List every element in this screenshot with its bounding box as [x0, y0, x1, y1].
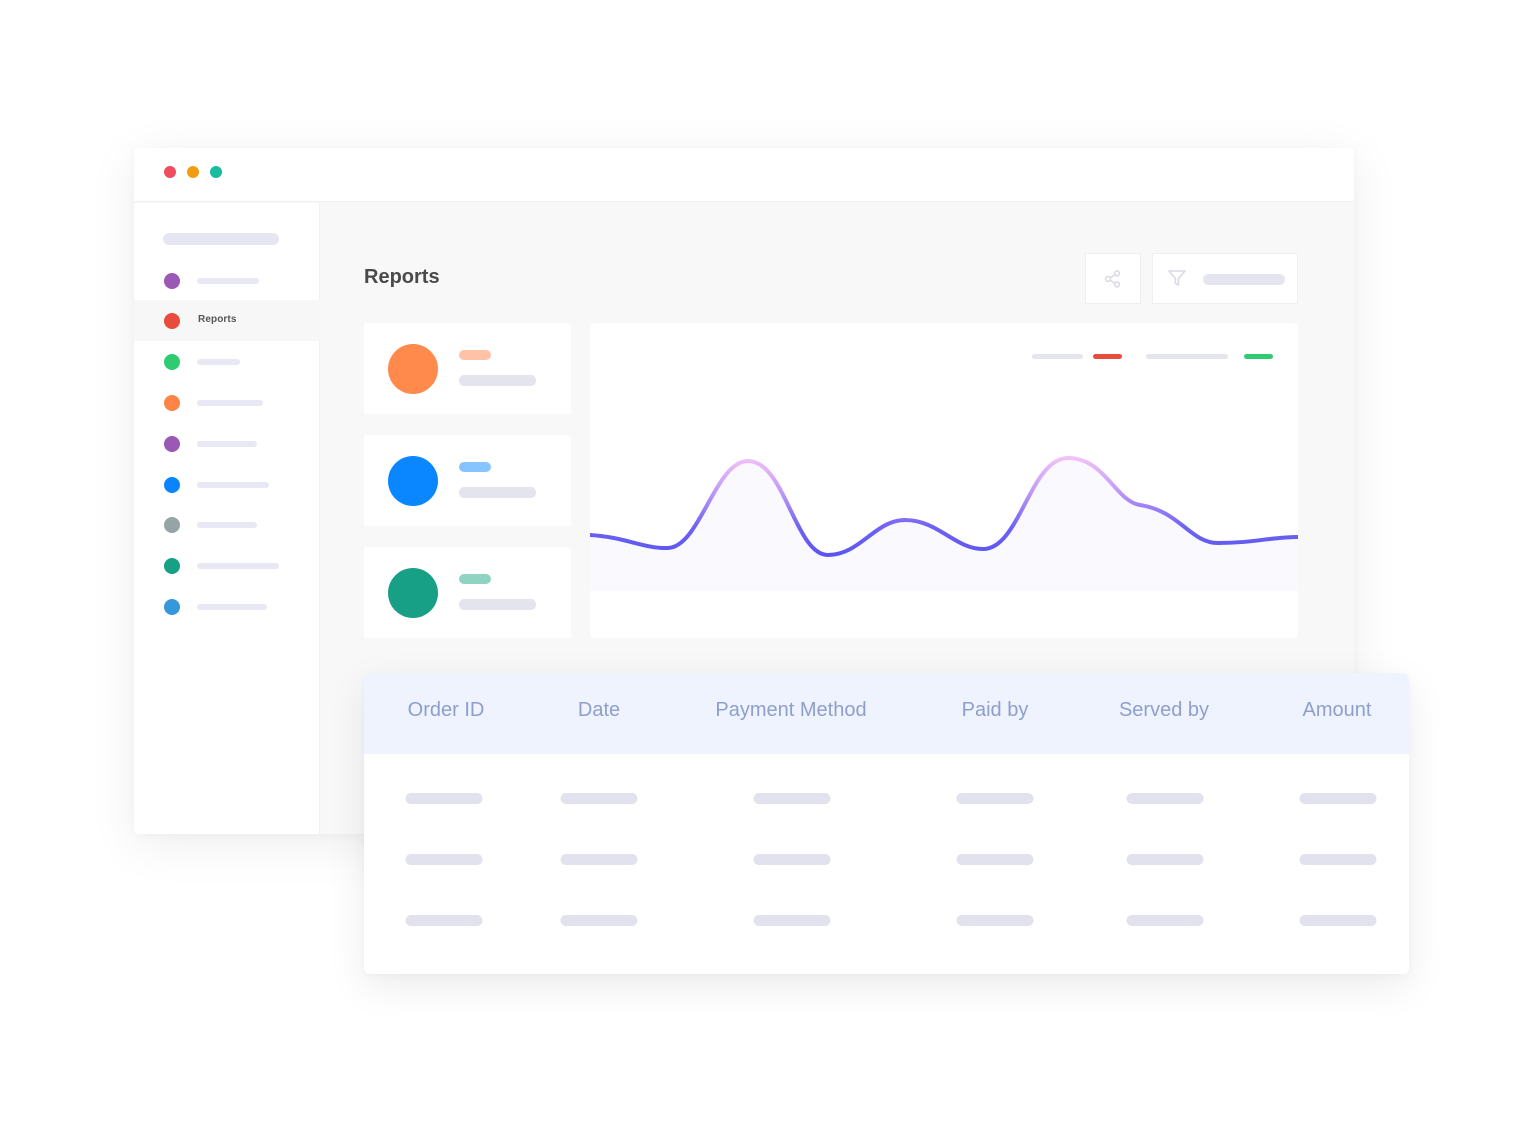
table-cell-placeholder	[1126, 915, 1204, 926]
status-dot-icon	[164, 599, 180, 615]
sidebar-item-reports[interactable]: Reports	[134, 300, 320, 341]
column-header-amount[interactable]: Amount	[1302, 699, 1372, 721]
stat-value-placeholder	[459, 350, 491, 360]
sidebar-item-8[interactable]	[134, 545, 320, 586]
table-header: Order ID Date Payment Method Paid by Ser…	[364, 673, 1409, 754]
stat-label-placeholder	[459, 487, 536, 498]
status-dot-icon	[164, 395, 180, 411]
filter-dropdown[interactable]	[1152, 253, 1298, 304]
table-cell-placeholder	[560, 793, 638, 804]
sidebar-item-label-placeholder	[197, 400, 263, 406]
column-header-paid-by[interactable]: Paid by	[961, 699, 1029, 721]
table-cell-placeholder	[1126, 854, 1204, 865]
filter-value-placeholder	[1203, 274, 1285, 285]
column-header-date[interactable]: Date	[577, 699, 621, 721]
page-title: Reports	[364, 266, 440, 288]
sidebar-item-6[interactable]	[134, 464, 320, 505]
share-icon	[1104, 269, 1121, 288]
column-header-served-by[interactable]: Served by	[1118, 699, 1210, 721]
status-dot-icon	[164, 558, 180, 574]
table-cell-placeholder	[1299, 915, 1377, 926]
maximize-window-button[interactable]	[210, 166, 222, 178]
column-header-payment-method[interactable]: Payment Method	[715, 699, 867, 721]
status-dot-icon	[164, 313, 180, 329]
status-dot-icon	[164, 436, 180, 452]
stat-label-placeholder	[459, 599, 536, 610]
sidebar-item-5[interactable]	[134, 423, 320, 464]
minimize-window-button[interactable]	[187, 166, 199, 178]
stat-card-2[interactable]	[364, 435, 571, 526]
orders-table: Order ID Date Payment Method Paid by Ser…	[364, 673, 1409, 974]
sidebar-item-3[interactable]	[134, 341, 320, 382]
stat-circle-icon	[388, 456, 438, 506]
stat-circle-icon	[388, 568, 438, 618]
stat-circle-icon	[388, 344, 438, 394]
stat-card-3[interactable]	[364, 547, 571, 638]
sidebar-item-label-placeholder	[197, 441, 257, 447]
table-cell-placeholder	[753, 854, 831, 865]
area-chart-plot	[590, 455, 1298, 591]
sidebar-item-label-placeholder	[197, 604, 267, 610]
status-dot-icon	[164, 477, 180, 493]
sidebar-item-7[interactable]	[134, 504, 320, 545]
status-dot-icon	[164, 354, 180, 370]
filter-icon	[1168, 270, 1186, 286]
share-button[interactable]	[1085, 253, 1141, 304]
table-cell-placeholder	[956, 854, 1034, 865]
sidebar: Reports	[134, 203, 320, 834]
table-cell-placeholder	[560, 854, 638, 865]
status-dot-icon	[164, 273, 180, 289]
sidebar-item-9[interactable]	[134, 586, 320, 627]
sidebar-item-1[interactable]	[134, 260, 320, 301]
sidebar-item-label: Reports	[198, 314, 237, 325]
table-cell-placeholder	[753, 915, 831, 926]
sidebar-item-label-placeholder	[197, 482, 269, 488]
sidebar-item-4[interactable]	[134, 382, 320, 423]
status-dot-icon	[164, 517, 180, 533]
sidebar-item-label-placeholder	[197, 522, 257, 528]
table-cell-placeholder	[560, 915, 638, 926]
legend-label-placeholder	[1032, 354, 1083, 359]
app-window: Reports Reports	[134, 148, 1354, 834]
stat-card-1[interactable]	[364, 323, 571, 414]
table-cell-placeholder	[956, 793, 1034, 804]
sidebar-header-placeholder	[163, 233, 279, 245]
table-cell-placeholder	[1299, 793, 1377, 804]
table-cell-placeholder	[1299, 854, 1377, 865]
area-chart	[590, 323, 1298, 638]
sidebar-item-label-placeholder	[197, 278, 259, 284]
close-window-button[interactable]	[164, 166, 176, 178]
sidebar-item-label-placeholder	[197, 563, 279, 569]
legend-swatch-red	[1093, 354, 1122, 359]
sidebar-item-label-placeholder	[197, 359, 240, 365]
table-cell-placeholder	[753, 793, 831, 804]
title-bar	[134, 148, 1354, 202]
column-header-order-id[interactable]: Order ID	[407, 699, 485, 721]
legend-swatch-green	[1244, 354, 1273, 359]
table-cell-placeholder	[405, 793, 483, 804]
legend-label-placeholder	[1146, 354, 1228, 359]
table-cell-placeholder	[405, 915, 483, 926]
stat-label-placeholder	[459, 375, 536, 386]
stat-value-placeholder	[459, 574, 491, 584]
table-cell-placeholder	[1126, 793, 1204, 804]
stat-value-placeholder	[459, 462, 491, 472]
table-cell-placeholder	[405, 854, 483, 865]
table-cell-placeholder	[956, 915, 1034, 926]
